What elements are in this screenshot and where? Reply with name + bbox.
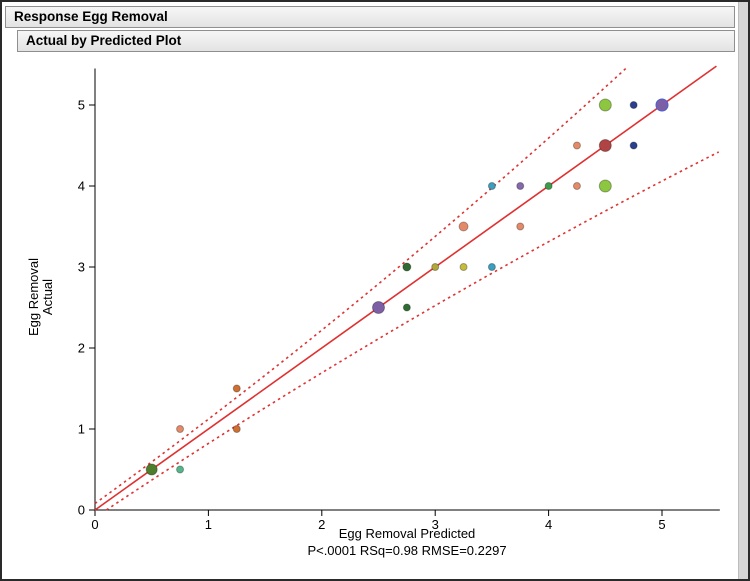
- data-point[interactable]: [629, 141, 638, 150]
- data-point[interactable]: [544, 182, 553, 190]
- data-point[interactable]: [487, 182, 496, 190]
- x-tick-label: 2: [318, 517, 325, 532]
- confidence-band-upper: [94, 67, 627, 505]
- data-point[interactable]: [487, 263, 496, 271]
- fit-stats-caption: P<.0001 RSq=0.98 RMSE=0.2297: [307, 543, 506, 558]
- x-tick-label: 0: [91, 517, 98, 532]
- x-tick-label: 3: [432, 517, 439, 532]
- data-point[interactable]: [516, 222, 525, 231]
- outline-header-actual-by-predicted[interactable]: Actual by Predicted Plot: [17, 30, 735, 52]
- data-point[interactable]: [402, 262, 412, 272]
- y-tick-label: 1: [78, 422, 85, 437]
- actual-by-predicted-plot[interactable]: 0 1 2 3 4 5 0 1 2 3 4 5 Egg Removal Actual Egg Remo…: [2, 54, 750, 581]
- data-point[interactable]: [598, 139, 612, 152]
- data-point[interactable]: [145, 463, 158, 476]
- y-axis-title-line2: Actual: [40, 279, 55, 315]
- x-tick-label: 1: [205, 517, 212, 532]
- x-tick-label: 4: [545, 517, 552, 532]
- x-tick-label: 5: [658, 517, 665, 532]
- y-axis-title-line1: Egg Removal: [26, 258, 41, 336]
- data-point[interactable]: [232, 384, 241, 393]
- y-tick-label: 5: [78, 98, 85, 113]
- data-point[interactable]: [458, 221, 469, 232]
- x-axis-title: Egg Removal Predicted: [339, 526, 476, 541]
- fit-line: [94, 65, 717, 511]
- confidence-band-lower: [105, 151, 720, 511]
- outline-header-response[interactable]: Response Egg Removal: [5, 6, 735, 28]
- data-point[interactable]: [598, 98, 612, 112]
- y-tick-label: 4: [78, 179, 85, 194]
- data-point[interactable]: [402, 303, 411, 312]
- data-point[interactable]: [176, 425, 185, 433]
- data-point[interactable]: [459, 263, 468, 271]
- data-point[interactable]: [572, 141, 581, 150]
- y-tick-label: 0: [78, 503, 85, 518]
- data-point[interactable]: [431, 263, 440, 271]
- data-point[interactable]: [232, 425, 241, 433]
- data-point[interactable]: [572, 182, 581, 190]
- data-point[interactable]: [516, 182, 525, 190]
- y-tick-label: 3: [78, 260, 85, 275]
- data-point[interactable]: [655, 98, 669, 112]
- data-point[interactable]: [629, 101, 638, 109]
- data-point[interactable]: [372, 301, 385, 314]
- data-point[interactable]: [176, 465, 185, 474]
- data-point[interactable]: [598, 179, 612, 193]
- y-tick-label: 2: [78, 341, 85, 356]
- right-gutter: [738, 2, 748, 579]
